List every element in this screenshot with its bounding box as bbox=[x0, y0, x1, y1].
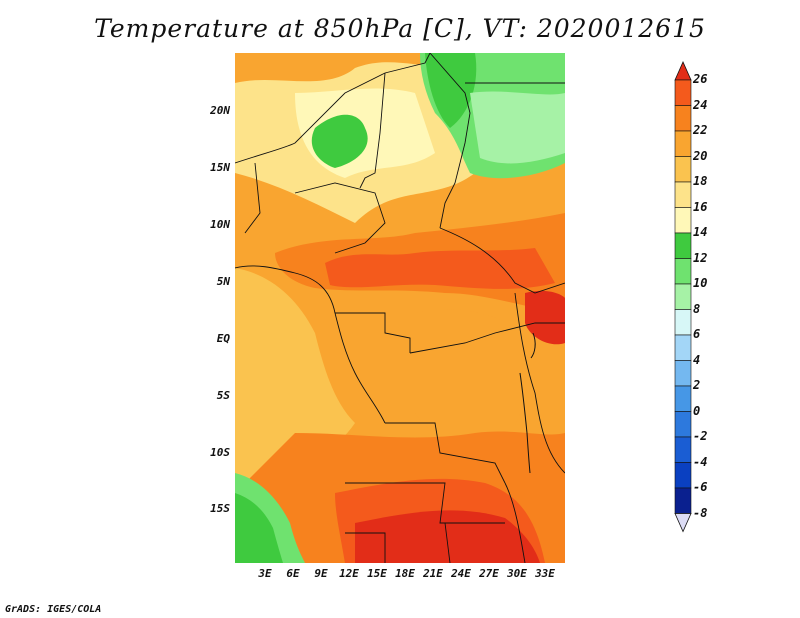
colorbar-segment bbox=[674, 181, 692, 208]
colorbar-label: 6 bbox=[693, 327, 701, 341]
temperature-map bbox=[235, 53, 565, 563]
colorbar-segment bbox=[674, 130, 692, 157]
lakes bbox=[519, 332, 536, 474]
field-green-sahara bbox=[311, 114, 368, 168]
lat-label-15s: 15S bbox=[210, 502, 230, 515]
lat-label-20n: 20N bbox=[210, 104, 230, 117]
colorbar-label: 26 bbox=[693, 72, 708, 86]
lon-label-30e: 30E bbox=[507, 567, 527, 580]
colorbar-label: 4 bbox=[693, 352, 701, 367]
colorbar-segment bbox=[674, 283, 692, 310]
colorbar-label: 0 bbox=[693, 403, 701, 418]
colorbar-segment bbox=[674, 79, 692, 106]
colorbar-segment bbox=[674, 436, 692, 463]
colorbar-label: 20 bbox=[693, 148, 708, 163]
colorbar-segment bbox=[674, 156, 692, 183]
field-central bbox=[415, 309, 529, 447]
colorbar-label: 24 bbox=[693, 97, 708, 112]
colorbar-segment bbox=[674, 258, 692, 285]
lon-label-24e: 24E bbox=[451, 567, 471, 580]
colorbar-segment bbox=[674, 411, 692, 438]
lat-label-10n: 10N bbox=[210, 218, 230, 231]
lat-label-10s: 10S bbox=[210, 446, 230, 459]
lat-label-5n: 5N bbox=[216, 275, 230, 288]
colorbar-label: 2 bbox=[693, 378, 701, 392]
field-green-nw bbox=[425, 53, 477, 128]
field-south-deep-red bbox=[355, 510, 540, 563]
colorbar-segment bbox=[674, 105, 692, 132]
colorbar-label: 12 bbox=[693, 250, 708, 265]
lat-label-5s: 5S bbox=[216, 389, 230, 402]
colorbar bbox=[674, 61, 692, 533]
lon-label-21e: 21E bbox=[423, 567, 443, 580]
lon-label-12e: 12E bbox=[339, 567, 359, 580]
colorbar-label: -4 bbox=[693, 454, 708, 469]
credit-text: GrADS: IGES/COLA bbox=[5, 604, 102, 615]
map-title: Temperature at 850hPa [C], VT: 202001261… bbox=[94, 14, 706, 43]
colorbar-label: -6 bbox=[693, 480, 708, 494]
colorbar-label: 10 bbox=[693, 276, 708, 290]
colorbar-segment bbox=[674, 207, 692, 234]
field-green-sw-inner bbox=[235, 493, 283, 563]
lat-label-eq: EQ bbox=[216, 332, 230, 345]
colorbar-label: 14 bbox=[693, 225, 708, 239]
field-west-yellow bbox=[235, 268, 355, 483]
field-red-band bbox=[325, 248, 555, 289]
lon-label-6e: 6E bbox=[286, 567, 300, 580]
colorbar-segment bbox=[674, 309, 692, 336]
boundaries bbox=[235, 53, 565, 563]
colorbar-label: 18 bbox=[693, 174, 708, 188]
lon-label-9e: 9E bbox=[314, 567, 328, 580]
lon-label-27e: 27E bbox=[479, 567, 499, 580]
colorbar-segment bbox=[674, 360, 692, 387]
colorbar-label: -2 bbox=[693, 429, 708, 443]
lon-label-15e: 15E bbox=[367, 567, 387, 580]
colorbar-segment bbox=[674, 487, 692, 514]
colorbar-segment bbox=[674, 232, 692, 259]
colorbar-top-arrow bbox=[674, 61, 692, 81]
temperature-field bbox=[235, 53, 565, 563]
lon-label-3e: 3E bbox=[258, 567, 272, 580]
lon-label-18e: 18E bbox=[395, 567, 415, 580]
colorbar-label: 16 bbox=[693, 199, 708, 214]
colorbar-label: -8 bbox=[693, 505, 708, 520]
field-pale-green-ne bbox=[470, 91, 565, 164]
colorbar-label: 22 bbox=[693, 123, 708, 137]
lat-label-15n: 15N bbox=[210, 161, 230, 174]
colorbar-bottom-arrow bbox=[674, 513, 692, 533]
colorbar-segment bbox=[674, 385, 692, 412]
colorbar-label: 8 bbox=[693, 301, 701, 316]
colorbar-segment bbox=[674, 334, 692, 361]
lon-label-33e: 33E bbox=[535, 567, 555, 580]
colorbar-segment bbox=[674, 462, 692, 489]
field-red-east bbox=[525, 290, 565, 345]
